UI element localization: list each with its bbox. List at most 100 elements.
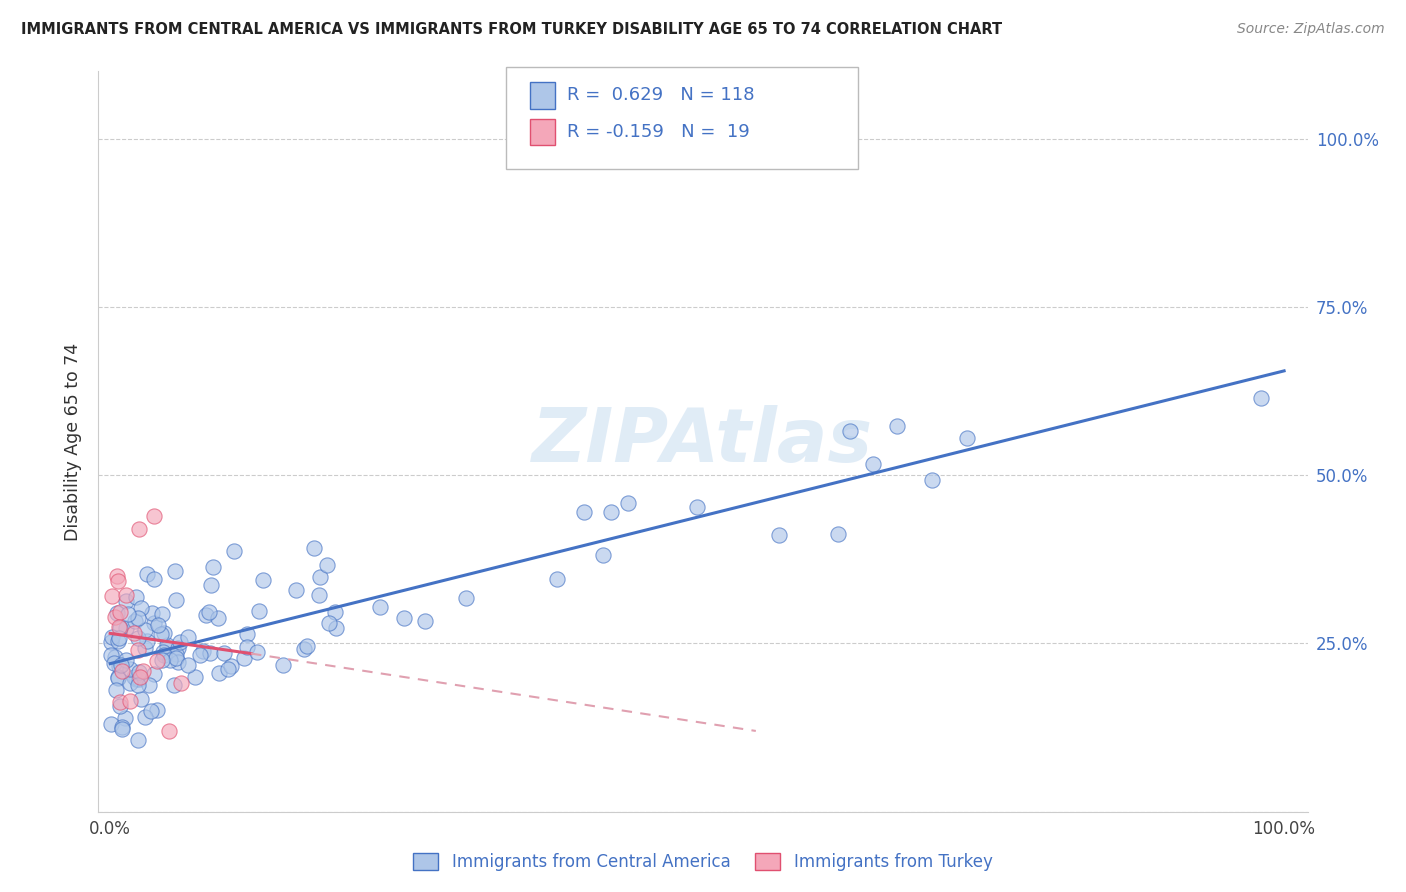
Point <box>104 683 127 698</box>
Point <box>128 672 150 686</box>
Point <box>153 626 176 640</box>
Point <box>163 678 186 692</box>
Point <box>108 621 131 635</box>
Text: ZIPAtlas: ZIPAtlas <box>533 405 873 478</box>
Text: R = -0.159   N =  19: R = -0.159 N = 19 <box>567 123 749 141</box>
Point <box>115 594 138 608</box>
Point <box>117 607 139 621</box>
Point <box>107 574 129 589</box>
Point <box>101 630 124 644</box>
Point <box>273 658 295 673</box>
Point <box>156 641 179 656</box>
Point <box>141 606 163 620</box>
Point <box>100 717 122 731</box>
Point <box>152 645 174 659</box>
Point <box>600 505 623 519</box>
Point <box>111 720 134 734</box>
Point <box>124 614 146 628</box>
Point <box>150 653 173 667</box>
Point <box>686 500 709 515</box>
Point <box>862 457 884 471</box>
Point <box>247 604 270 618</box>
Point <box>114 711 136 725</box>
Point <box>183 670 205 684</box>
Point <box>165 593 187 607</box>
Point <box>207 611 229 625</box>
Point <box>308 589 330 603</box>
Point <box>107 634 129 648</box>
Point <box>165 648 187 662</box>
Point <box>120 662 142 676</box>
Point <box>129 692 152 706</box>
Point <box>107 619 129 633</box>
Point <box>146 655 169 669</box>
Point <box>104 609 127 624</box>
Point <box>200 578 222 592</box>
Point <box>232 651 254 665</box>
Point <box>177 631 200 645</box>
Point <box>316 558 339 572</box>
Point <box>142 616 165 631</box>
Point <box>107 670 129 684</box>
Point <box>318 615 340 630</box>
Point <box>107 631 129 645</box>
Point <box>107 659 129 673</box>
Point <box>212 646 235 660</box>
Point <box>768 527 790 541</box>
Point <box>197 605 219 619</box>
Point <box>572 505 595 519</box>
Point <box>108 695 131 709</box>
Point <box>295 639 318 653</box>
Point <box>156 638 179 652</box>
Point <box>838 424 860 438</box>
Point <box>100 648 122 663</box>
Point <box>104 649 127 664</box>
Point <box>150 607 173 622</box>
Point <box>188 648 211 662</box>
Point <box>127 611 149 625</box>
Point <box>134 641 156 656</box>
Point <box>111 664 134 678</box>
Point <box>125 590 148 604</box>
Point <box>138 677 160 691</box>
Point <box>415 614 437 628</box>
Point <box>198 646 221 660</box>
Point <box>236 640 259 655</box>
Point <box>128 522 150 536</box>
Point <box>169 675 191 690</box>
Point <box>122 670 145 684</box>
Point <box>163 564 186 578</box>
Point <box>309 570 332 584</box>
Point <box>167 640 190 655</box>
Point <box>127 678 149 692</box>
Point <box>127 643 149 657</box>
Point <box>107 671 129 685</box>
Point <box>546 572 568 586</box>
Point <box>159 653 181 667</box>
Point <box>103 657 125 671</box>
Point <box>167 655 190 669</box>
Point <box>127 733 149 747</box>
Point <box>114 653 136 667</box>
Point <box>128 665 150 679</box>
Point <box>921 473 943 487</box>
Point <box>202 559 225 574</box>
Point <box>134 623 156 637</box>
Point <box>145 703 167 717</box>
Point <box>143 508 166 523</box>
Point <box>208 666 231 681</box>
Point <box>191 643 214 657</box>
Point <box>125 672 148 686</box>
Point <box>132 664 155 678</box>
Point <box>108 605 131 619</box>
Point <box>149 627 172 641</box>
Text: R =  0.629   N = 118: R = 0.629 N = 118 <box>567 87 754 104</box>
Point <box>100 589 122 603</box>
Point <box>141 704 163 718</box>
Point <box>222 543 245 558</box>
Point <box>124 626 146 640</box>
Point <box>177 658 200 673</box>
Point <box>111 722 134 736</box>
Point <box>146 618 169 632</box>
Point <box>143 666 166 681</box>
